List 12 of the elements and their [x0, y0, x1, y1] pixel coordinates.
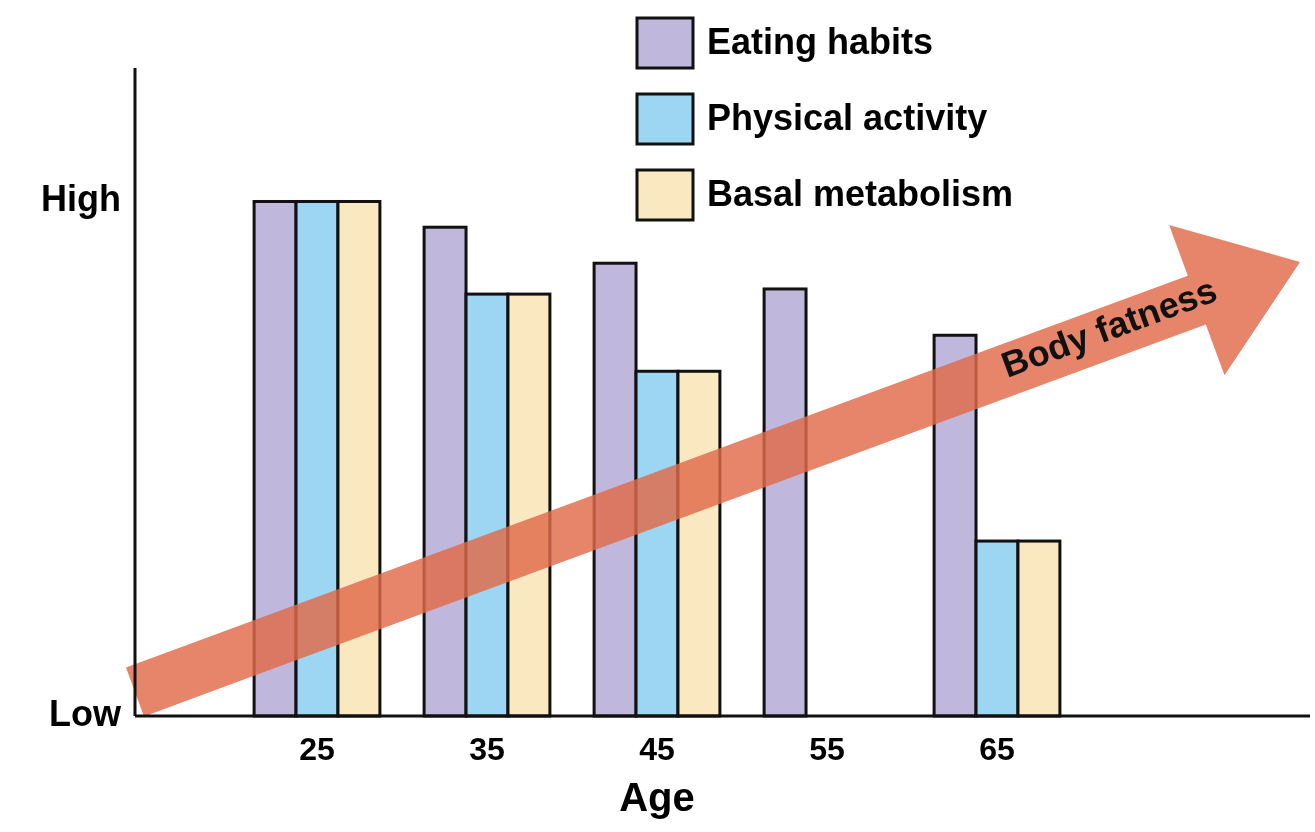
x-tick-label: 25 — [299, 731, 335, 768]
x-tick-label: 65 — [979, 731, 1015, 768]
legend-label: Eating habits — [707, 20, 934, 62]
legend-label: Physical activity — [707, 96, 988, 138]
x-tick-label: 35 — [469, 731, 505, 768]
text: High — [41, 178, 121, 219]
text: Low — [49, 692, 122, 734]
legend-label: Basal metabolism — [707, 172, 1014, 214]
x-tick-label: 55 — [809, 731, 845, 768]
annotation: Body fatness — [995, 268, 1223, 386]
x-tick-label: 45 — [639, 731, 675, 768]
x-axis-title: Age — [619, 774, 695, 819]
